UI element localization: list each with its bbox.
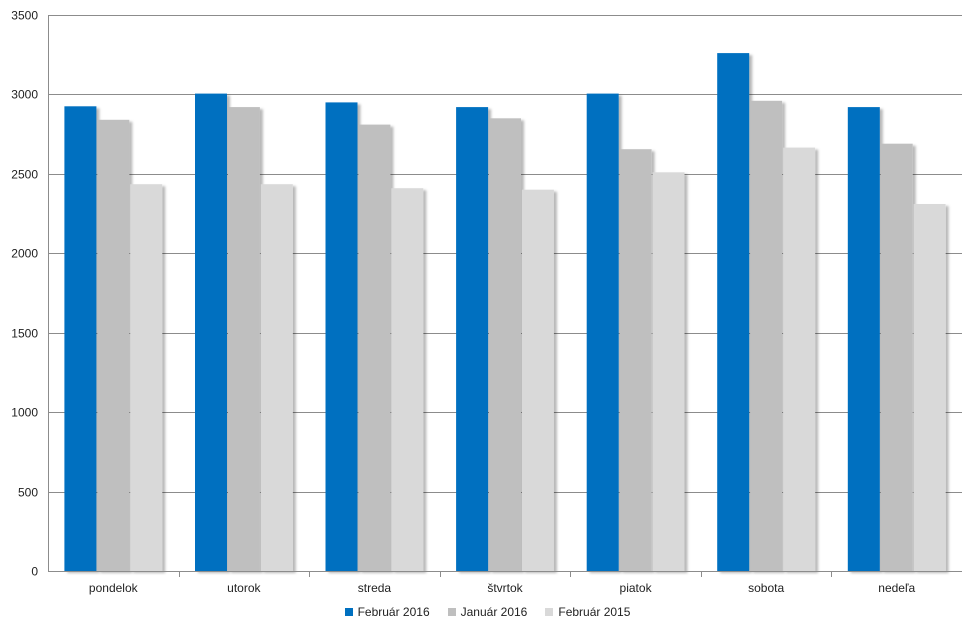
legend: Február 2016 Január 2016 Február 2015 xyxy=(0,605,975,619)
bar-1-nedeľa xyxy=(847,107,880,571)
legend-swatch xyxy=(344,608,353,616)
legend-label: Február 2016 xyxy=(357,605,430,619)
y-tick-label: 3500 xyxy=(11,9,38,23)
bar-1-piatok xyxy=(586,93,619,571)
bar-1-streda xyxy=(325,102,358,572)
x-tick-label: štvrtok xyxy=(487,581,523,595)
bar-2-utorok xyxy=(227,107,260,571)
legend-swatch xyxy=(545,608,554,616)
bar-3-sobota xyxy=(783,147,816,571)
y-tick-label: 2500 xyxy=(11,168,38,182)
x-tick-label: piatok xyxy=(620,581,653,595)
bar-3-utorok xyxy=(260,184,293,571)
bar-2-nedeľa xyxy=(880,143,913,571)
legend-item: Február 2015 xyxy=(545,605,630,619)
y-tick-label: 3000 xyxy=(11,88,38,102)
bar-2-pondelok xyxy=(97,119,130,572)
legend-label: Január 2016 xyxy=(460,605,528,619)
bar-3-streda xyxy=(391,188,424,571)
x-tick-label: sobota xyxy=(748,581,784,595)
bar-3-nedeľa xyxy=(913,204,946,571)
bar-1-pondelok xyxy=(64,106,97,572)
bar-3-štvrtok xyxy=(521,189,554,571)
x-tick-label: utorok xyxy=(227,581,261,595)
bar-1-sobota xyxy=(717,53,750,572)
bar-1-utorok xyxy=(195,93,227,571)
bars xyxy=(64,53,946,572)
y-tick-label: 1000 xyxy=(11,406,38,420)
bar-3-pondelok xyxy=(130,184,163,571)
x-tick-label: pondelok xyxy=(89,581,139,595)
bar-1-štvrtok xyxy=(456,107,489,571)
bar-2-štvrtok xyxy=(489,118,521,572)
y-tick-label: 0 xyxy=(31,565,38,579)
legend-swatch xyxy=(447,608,456,616)
bar-2-streda xyxy=(358,124,391,571)
axes: 0 500 1000 1500 2000 2500 3000 3500 pondelok utor… xyxy=(11,9,962,595)
y-tick-label: 2000 xyxy=(11,247,38,261)
x-tick-label: nedeľa xyxy=(878,581,915,595)
x-tick-label: streda xyxy=(358,581,392,595)
y-tick-label: 1500 xyxy=(11,327,38,341)
bar-3-piatok xyxy=(652,172,685,572)
legend-label: Február 2015 xyxy=(558,605,631,619)
y-tick-label: 500 xyxy=(18,486,38,500)
bar-2-sobota xyxy=(750,100,783,572)
legend-item: Január 2016 xyxy=(447,605,528,619)
bar-2-piatok xyxy=(619,149,652,571)
legend-item: Február 2016 xyxy=(344,605,430,619)
